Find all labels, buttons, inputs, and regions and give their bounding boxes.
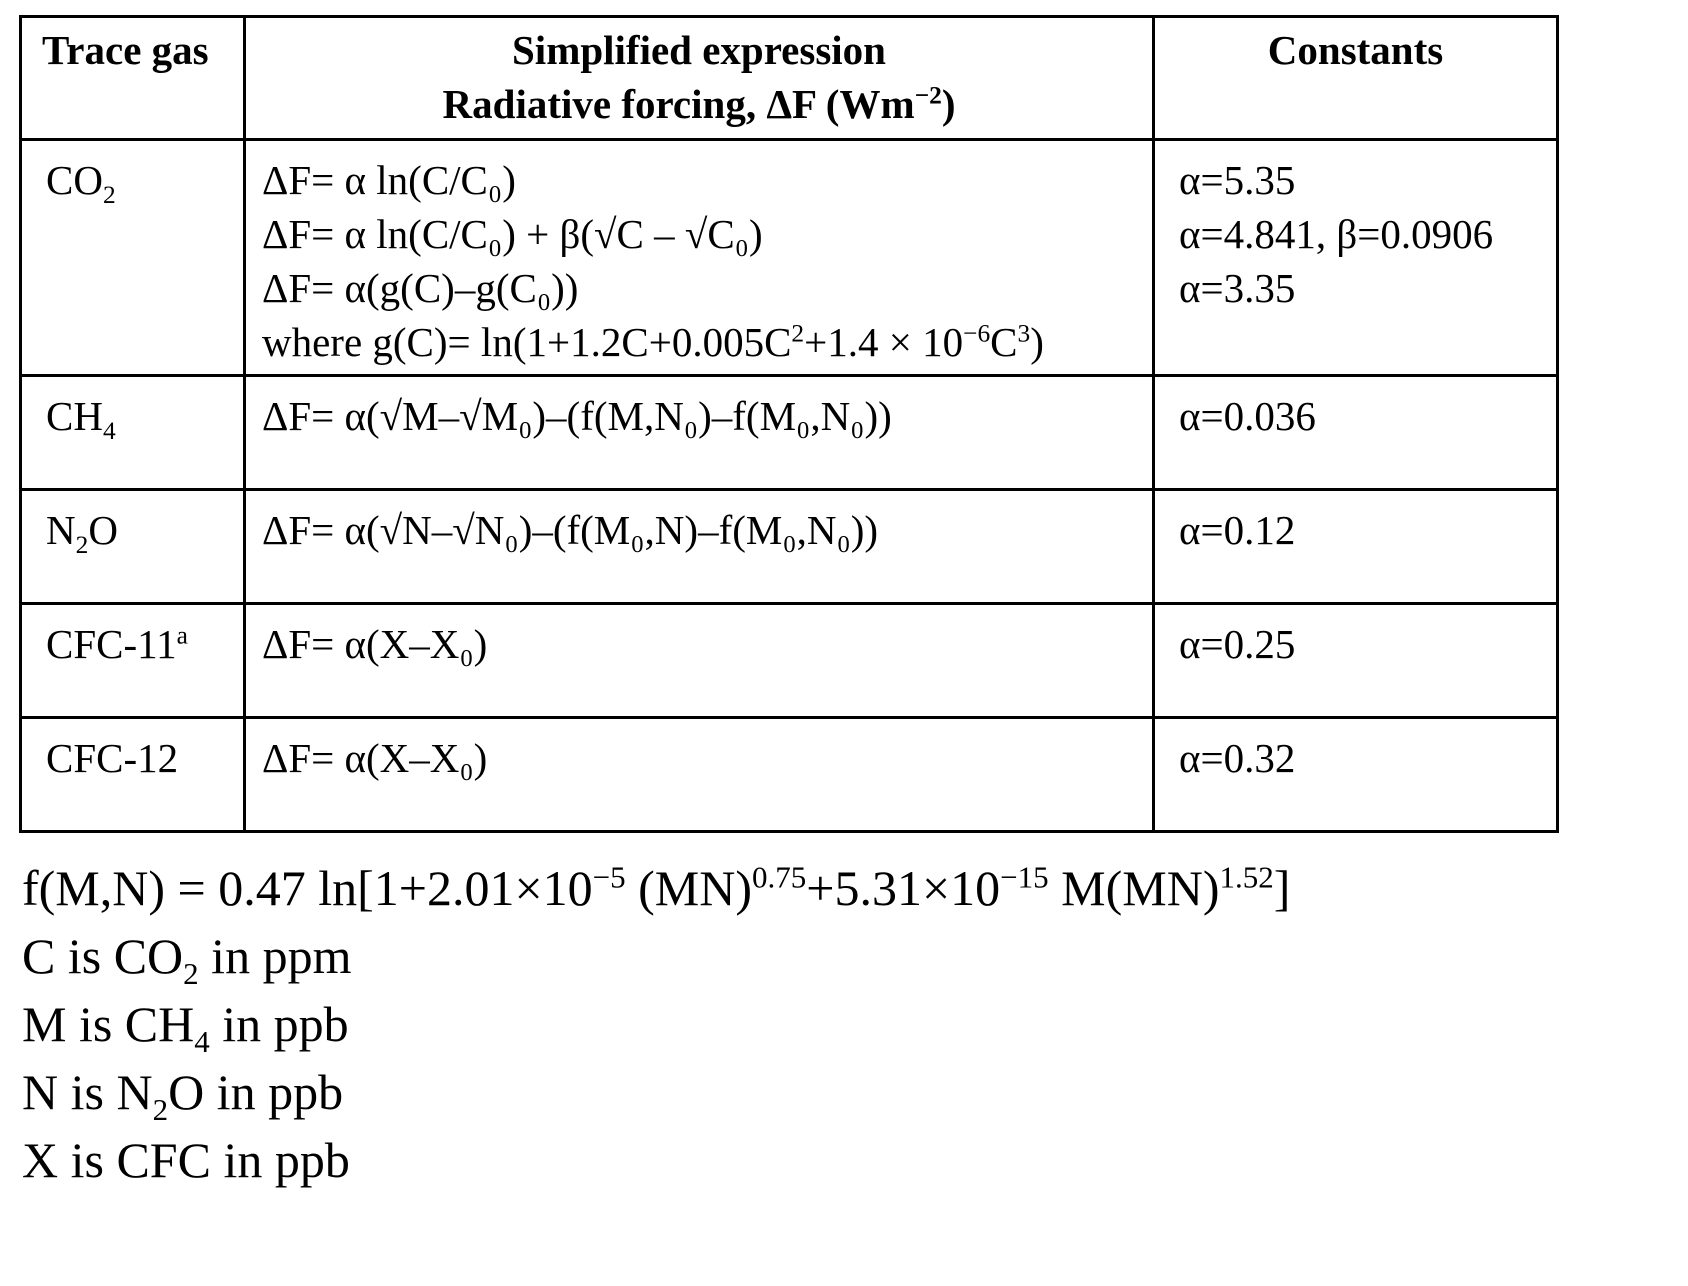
expression-cell-co2: ΔF= α ln(C/C₀) ΔF= α ln(C/C₀) + β(√C – √… (243, 138, 1155, 377)
note-text: C is CO (22, 928, 184, 984)
gas-name: CH (46, 393, 103, 439)
co2-expr4-sup: 3 (1017, 319, 1031, 348)
co2-expression-4: where g(C)= ln(1+1.2C+0.005C2+1.4 × 10−6… (262, 315, 1152, 369)
note-text: +5.31×10 (806, 860, 1001, 916)
note-text: O in ppb (168, 1064, 344, 1120)
gas-name-suffix: O (88, 507, 118, 553)
co2-expression-2: ΔF= α ln(C/C₀) + β(√C – √C₀) (262, 211, 763, 257)
co2-expr4-sup: 2 (791, 319, 805, 348)
header-expression-close: ) (941, 81, 956, 127)
co2-constant-3: α=3.35 (1179, 265, 1296, 311)
header-expression-exponent: −2 (914, 81, 942, 110)
footnote-marker: a (176, 621, 188, 650)
co2-expr4-part: ) (1030, 319, 1044, 365)
header-expression: Simplified expression Radiative forcing,… (243, 15, 1155, 141)
gas-cell-ch4: CH4 (19, 374, 246, 491)
note-text: in ppm (198, 928, 352, 984)
table-row-ch4: CH4 ΔF= α(√M–√M₀)–(f(M,N₀)–f(M₀,N₀)) α=0… (19, 374, 1559, 491)
co2-expression-1: ΔF= α ln(C/C₀) (262, 157, 516, 203)
note-sub: 2 (183, 956, 199, 991)
note-f-definition: f(M,N) = 0.47 ln[1+2.01×10−5 (MN)0.75+5.… (22, 854, 1290, 922)
header-expression-line2: Radiative forcing, ΔF (Wm−2) (246, 76, 1152, 130)
table-notes: f(M,N) = 0.47 ln[1+2.01×10−5 (MN)0.75+5.… (22, 854, 1290, 1194)
table-row-cfc11: CFC-11a ΔF= α(X–X₀) α=0.25 (19, 602, 1559, 719)
note-text: in ppb (209, 996, 349, 1052)
table-row-n2o: N2O ΔF= α(√N–√N₀)–(f(M₀,N)–f(M₀,N₀)) α=0… (19, 488, 1559, 605)
expression-cell-ch4: ΔF= α(√M–√M₀)–(f(M,N₀)–f(M₀,N₀)) (243, 374, 1155, 491)
note-text: M is CH (22, 996, 195, 1052)
constants-cell-cfc11: α=0.25 (1152, 602, 1559, 719)
radiative-forcing-table: Trace gas Simplified expression Radiativ… (19, 15, 1559, 833)
note-x-definition: X is CFC in ppb (22, 1132, 350, 1188)
header-expression-line1: Simplified expression (512, 27, 886, 73)
gas-cell-co2: CO2 (19, 138, 246, 377)
gas-name: CFC-11 (46, 621, 177, 667)
co2-expr4-part: where g(C)= ln(1+1.2C+0.005C (262, 319, 792, 365)
co2-expr4-part: C (990, 319, 1018, 365)
gas-cell-n2o: N2O (19, 488, 246, 605)
co2-constant-1: α=5.35 (1179, 157, 1296, 203)
gas-cell-cfc12: CFC-12 (19, 716, 246, 833)
expression-cell-cfc12: ΔF= α(X–X₀) (243, 716, 1155, 833)
note-text: f(M,N) = 0.47 ln[1+2.01×10 (22, 860, 593, 916)
header-expression-text: Radiative forcing, ΔF (Wm (442, 81, 915, 127)
note-text: N is N (22, 1064, 153, 1120)
note-c-definition: C is CO2 in ppm (22, 922, 1290, 990)
header-constants: Constants (1152, 15, 1559, 141)
gas-name: N (46, 507, 76, 553)
header-row: Trace gas Simplified expression Radiativ… (19, 15, 1559, 141)
constants-cell-co2: α=5.35 α=4.841, β=0.0906 α=3.35 (1152, 138, 1559, 377)
gas-name: CO (46, 157, 103, 203)
header-trace-gas: Trace gas (19, 15, 246, 141)
note-text: M(MN) (1048, 860, 1220, 916)
co2-expression-3: ΔF= α(g(C)–g(C₀)) (262, 265, 579, 311)
note-n-definition: N is N2O in ppb (22, 1058, 1290, 1126)
gas-subscript: 4 (102, 417, 116, 446)
note-sup: 0.75 (752, 859, 807, 895)
constants-cell-n2o: α=0.12 (1152, 488, 1559, 605)
co2-constant-2: α=4.841, β=0.0906 (1179, 211, 1494, 257)
co2-expr4-part: +1.4 × 10 (804, 319, 964, 365)
note-sup: 1.52 (1219, 859, 1274, 895)
expression-cell-n2o: ΔF= α(√N–√N₀)–(f(M₀,N)–f(M₀,N₀)) (243, 488, 1155, 605)
note-sub: 4 (194, 1024, 210, 1059)
table-row-cfc12: CFC-12 ΔF= α(X–X₀) α=0.32 (19, 716, 1559, 833)
note-sup: −15 (1000, 859, 1049, 895)
gas-subscript: 2 (75, 531, 89, 560)
constants-cell-cfc12: α=0.32 (1152, 716, 1559, 833)
note-m-definition: M is CH4 in ppb (22, 990, 1290, 1058)
note-text: (MN) (625, 860, 753, 916)
note-text: ] (1273, 860, 1291, 916)
expression-cell-cfc11: ΔF= α(X–X₀) (243, 602, 1155, 719)
constants-cell-ch4: α=0.036 (1152, 374, 1559, 491)
table-row-co2: CO2 ΔF= α ln(C/C₀) ΔF= α ln(C/C₀) + β(√C… (19, 138, 1559, 377)
gas-subscript: 2 (102, 181, 116, 210)
co2-expr4-sup: −6 (963, 319, 991, 348)
gas-cell-cfc11: CFC-11a (19, 602, 246, 719)
note-sup: −5 (592, 859, 626, 895)
note-sub: 2 (152, 1092, 169, 1127)
